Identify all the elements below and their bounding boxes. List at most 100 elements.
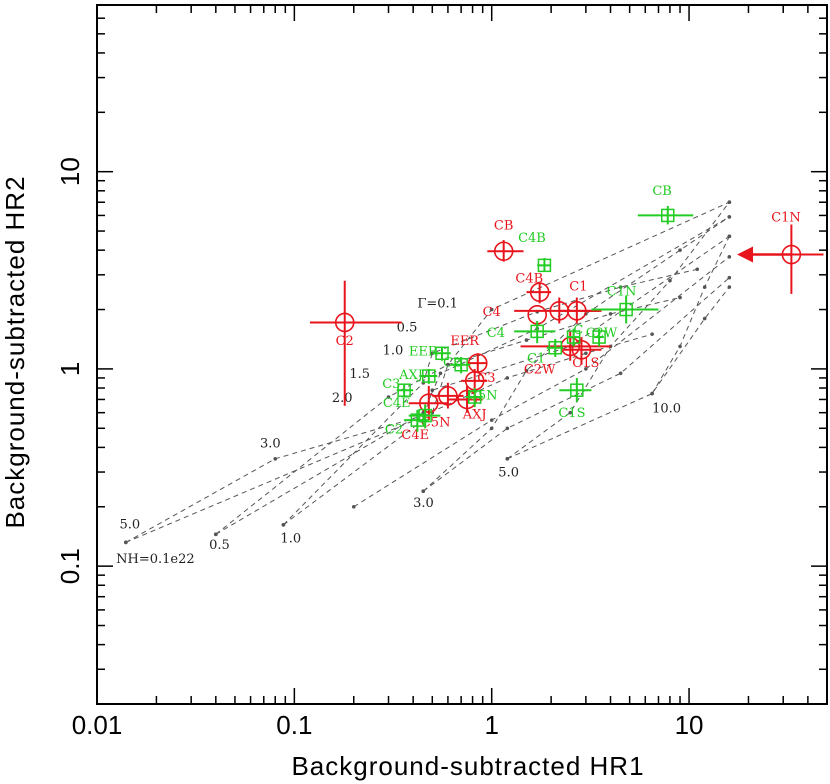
model-node: [678, 248, 682, 252]
model-node: [727, 255, 732, 259]
limit-arrow-head: [737, 246, 754, 263]
data-point-label: AXJ: [462, 408, 487, 423]
data-point-circle: [493, 241, 514, 262]
data-point-label: C4: [483, 305, 501, 320]
y-tick-label: 1: [55, 362, 85, 376]
data-point-circle: [334, 312, 355, 333]
model-node: [446, 362, 450, 367]
data-point-label: C1S: [558, 406, 585, 421]
model-node: [727, 200, 732, 205]
model-node: [727, 285, 732, 289]
model-node: [650, 391, 654, 396]
model-grid-label: Γ=0.1: [417, 296, 458, 311]
data-point-label: C4E: [401, 428, 429, 443]
x-tick-label: 0.01: [72, 710, 123, 740]
data-point-square: [537, 258, 552, 273]
model-node: [668, 278, 672, 283]
model-node: [351, 504, 356, 509]
model-grid-label: 5.0: [498, 465, 519, 480]
data-point-square: [619, 302, 633, 317]
model-node: [438, 371, 443, 376]
model-track: [507, 286, 730, 460]
model-grid-label: 2.0: [332, 391, 353, 406]
data-point-square: [467, 390, 482, 404]
model-grid-label: 1.0: [383, 344, 404, 359]
data-point-circle: [567, 301, 587, 321]
model-node: [702, 285, 707, 289]
data-point-label: C: [573, 323, 583, 338]
data-point-label: C4B: [515, 271, 543, 286]
x-tick-label: 0.1: [276, 710, 312, 740]
model-grid-label: NH=0.1e22: [116, 552, 195, 567]
model-track: [283, 268, 698, 526]
model-grid-label: 1.0: [280, 531, 301, 546]
model-track: [651, 236, 730, 394]
model-node: [727, 215, 732, 219]
data-point-square: [422, 369, 436, 383]
data-point-label: C2: [336, 334, 354, 349]
data-point-label: EER: [450, 334, 480, 349]
data-point-label: CB: [494, 218, 514, 233]
data-point-label: C1: [527, 351, 545, 366]
model-node: [695, 267, 700, 272]
model-grid: Γ=0.1 0.5 1.0 1.5 2.0 3.0 5.0 0.5 1.0 NH=0.1e22 3.…: [116, 200, 732, 567]
model-node: [608, 312, 613, 316]
model-node: [524, 338, 529, 342]
model-node: [584, 367, 588, 371]
data-point-label: C4E: [383, 396, 411, 411]
model-node: [505, 426, 510, 431]
model-node: [489, 307, 494, 312]
model-node: [727, 275, 732, 280]
data-point-square: [410, 413, 425, 427]
data-point-label: C3: [382, 377, 400, 392]
data-point-square: [418, 408, 432, 423]
data-point-circle: [457, 389, 477, 410]
model-node: [430, 388, 435, 392]
data-point-label: CB: [652, 184, 672, 199]
model-track: [215, 297, 681, 535]
model-grid-label: 0.5: [397, 320, 418, 335]
data-point-square: [661, 208, 675, 223]
data-point-label: C1S: [572, 356, 599, 371]
data-point-label: C4B: [518, 231, 546, 246]
model-node: [124, 540, 128, 545]
model-grid-label: 10.0: [652, 402, 681, 417]
data-point-label: C4: [487, 326, 505, 341]
model-node: [727, 234, 732, 239]
data-point-label: C1: [569, 279, 587, 294]
x-axis-title: Background-subtracted HR1: [291, 751, 644, 781]
model-grid-label: 1.5: [349, 367, 370, 382]
data-point-label: C5N: [468, 388, 498, 403]
data-point-label: C1N: [607, 285, 637, 300]
model-node: [584, 351, 588, 356]
model-track: [215, 216, 730, 535]
model-node: [524, 368, 529, 373]
data-point-label: C2W: [524, 362, 556, 377]
data-point-square: [454, 357, 468, 372]
model-grid-label: 0.5: [209, 538, 230, 553]
y-axis-title: Background-subtracted HR2: [0, 175, 30, 528]
model-node: [505, 457, 510, 461]
model-node: [421, 489, 426, 493]
model-grid-label: 5.0: [119, 518, 140, 533]
model-grid-label: 3.0: [413, 496, 434, 511]
axes: 0.01 0.1 1 10 0.1 1 10: [55, 4, 828, 740]
model-node: [214, 532, 218, 537]
model-node: [702, 316, 707, 321]
data-point-label: EER: [409, 344, 439, 359]
plot-frame: [96, 4, 828, 705]
data-point-square: [570, 383, 584, 397]
data-point-label: C3: [477, 371, 495, 386]
data-point-square: [435, 346, 449, 361]
x-tick-label: 1: [484, 710, 498, 740]
model-node: [489, 426, 494, 431]
data-point-label: C2W: [586, 326, 618, 341]
model-node: [273, 457, 278, 461]
data-point-label: C2: [443, 355, 461, 370]
model-node: [618, 285, 623, 289]
data-point-square: [548, 341, 563, 355]
data-point-circle: [571, 339, 592, 360]
model-node: [650, 332, 654, 336]
